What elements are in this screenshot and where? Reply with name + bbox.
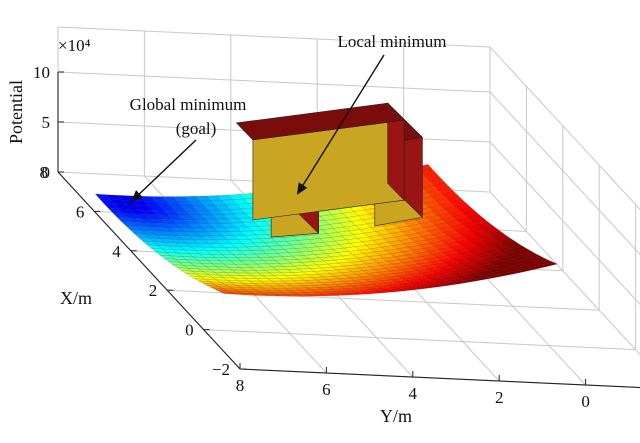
z-tick-label: 10	[33, 63, 50, 82]
global-minimum-annotation: Global minimum	[130, 95, 247, 114]
y-axis-label: Y/m	[380, 406, 412, 426]
surface-patch	[541, 261, 558, 267]
grid-line	[57, 71, 491, 93]
z-tick-label: 5	[42, 113, 51, 132]
grid-line	[489, 91, 640, 256]
z-tick-label: 0	[42, 163, 51, 182]
grid-line	[489, 141, 640, 306]
obstacle-top-face	[235, 102, 405, 141]
x-axis-line	[57, 171, 241, 370]
y-tick-label: 6	[322, 380, 331, 399]
local-minimum-annotation: Local minimum	[337, 32, 446, 51]
x-axis-label: X/m	[60, 288, 92, 308]
grid-line	[203, 329, 636, 351]
x-tick-label: 8	[40, 163, 49, 182]
annotation-arrowhead	[296, 182, 308, 195]
grid-line	[57, 26, 491, 48]
global-minimum-goal-annotation: (goal)	[176, 119, 217, 138]
x-tick-label: 4	[112, 242, 121, 261]
z-axis-label: Potential	[6, 80, 26, 144]
z-scale-label: ×10⁴	[58, 36, 91, 55]
y-tick-label: 2	[495, 388, 504, 407]
x-tick-label: 2	[149, 281, 158, 300]
y-axis-line	[239, 368, 640, 389]
y-tick-label: 0	[581, 392, 590, 411]
y-tick-label: 4	[409, 384, 418, 403]
obstacle-block	[235, 102, 423, 238]
x-tick-label: −2	[212, 360, 230, 379]
x-tick-label: 6	[76, 202, 85, 221]
grid-line	[489, 191, 640, 356]
x-tick-label: 0	[185, 321, 194, 340]
annotation-arrow-line	[132, 139, 197, 202]
y-tick-label: 8	[236, 376, 245, 395]
annotation-arrows	[131, 54, 385, 202]
annotation-arrowhead	[131, 190, 144, 202]
grid-line	[489, 46, 640, 211]
annotation-arrow-line	[297, 54, 385, 194]
